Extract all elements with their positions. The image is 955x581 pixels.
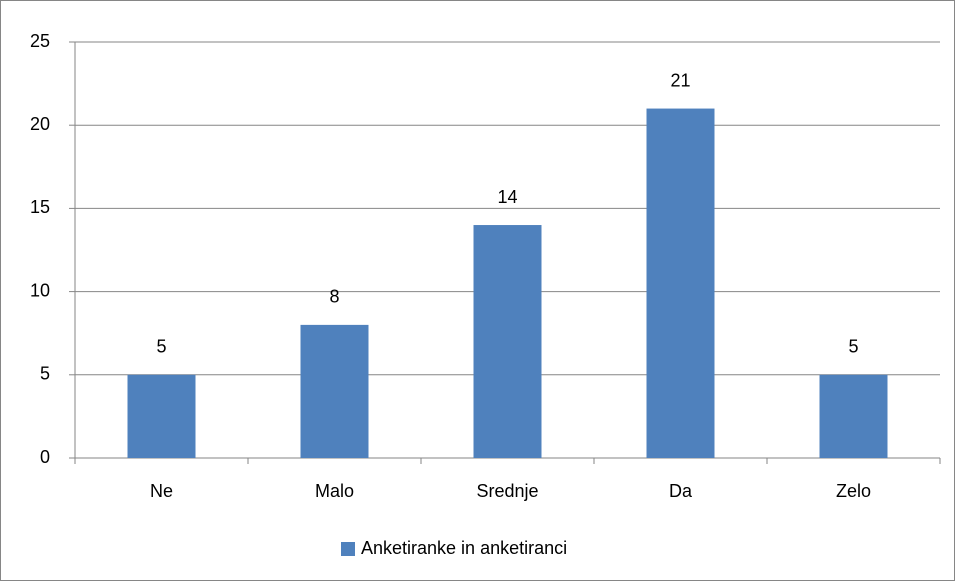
x-tick-label: Zelo	[836, 481, 871, 501]
bar	[300, 324, 369, 458]
x-tick-label: Malo	[315, 481, 354, 501]
y-tick-label: 0	[40, 447, 50, 467]
data-label: 5	[156, 337, 166, 357]
y-tick-label: 15	[30, 197, 50, 217]
y-tick-label: 25	[30, 31, 50, 51]
bar	[646, 108, 715, 458]
bar	[127, 374, 196, 458]
x-tick-label: Da	[669, 481, 693, 501]
legend-label: Anketiranke in anketiranci	[361, 538, 567, 558]
bar	[819, 374, 888, 458]
data-label: 5	[848, 337, 858, 357]
x-tick-label: Ne	[150, 481, 173, 501]
y-tick-label: 5	[40, 364, 50, 384]
data-label: 14	[497, 187, 517, 207]
y-tick-label: 20	[30, 114, 50, 134]
bar	[473, 225, 542, 458]
legend-swatch	[341, 542, 355, 556]
y-tick-label: 10	[30, 280, 50, 300]
data-label: 21	[670, 70, 690, 90]
x-tick-label: Srednje	[476, 481, 538, 501]
data-label: 8	[329, 287, 339, 307]
